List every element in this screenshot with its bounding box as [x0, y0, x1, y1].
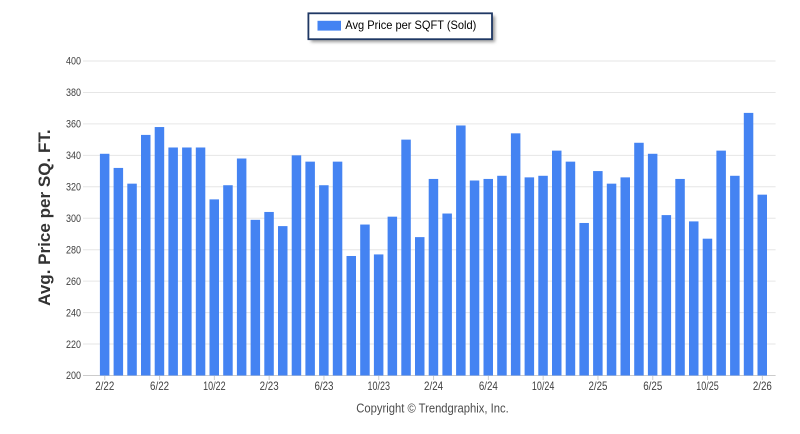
- svg-text:10/23: 10/23: [368, 379, 391, 393]
- svg-text:360: 360: [66, 119, 81, 131]
- svg-text:6/23: 6/23: [314, 379, 333, 393]
- svg-text:10/25: 10/25: [696, 379, 719, 393]
- svg-text:10/22: 10/22: [203, 379, 226, 393]
- svg-text:Avg Price per SQFT (Sold): Avg Price per SQFT (Sold): [345, 18, 476, 32]
- svg-text:320: 320: [66, 182, 81, 194]
- svg-text:200: 200: [66, 370, 81, 382]
- svg-text:280: 280: [66, 244, 81, 256]
- svg-text:2/23: 2/23: [260, 379, 279, 393]
- svg-text:Avg. Price per SQ. FT.: Avg. Price per SQ. FT.: [35, 129, 54, 306]
- svg-text:300: 300: [66, 213, 81, 225]
- svg-text:340: 340: [66, 150, 81, 162]
- svg-text:2/25: 2/25: [588, 379, 607, 393]
- svg-text:Copyright © Trendgraphix, Inc.: Copyright © Trendgraphix, Inc.: [356, 402, 509, 416]
- svg-text:6/25: 6/25: [643, 379, 662, 393]
- svg-text:2/24: 2/24: [424, 379, 443, 393]
- svg-text:220: 220: [66, 339, 81, 351]
- svg-text:260: 260: [66, 276, 81, 288]
- svg-text:380: 380: [66, 87, 81, 99]
- svg-text:2/22: 2/22: [95, 379, 114, 393]
- svg-text:10/24: 10/24: [532, 379, 555, 393]
- svg-text:400: 400: [66, 56, 81, 68]
- svg-text:6/22: 6/22: [150, 379, 169, 393]
- svg-text:2/26: 2/26: [753, 379, 772, 393]
- svg-text:240: 240: [66, 307, 81, 319]
- svg-text:6/24: 6/24: [479, 379, 498, 393]
